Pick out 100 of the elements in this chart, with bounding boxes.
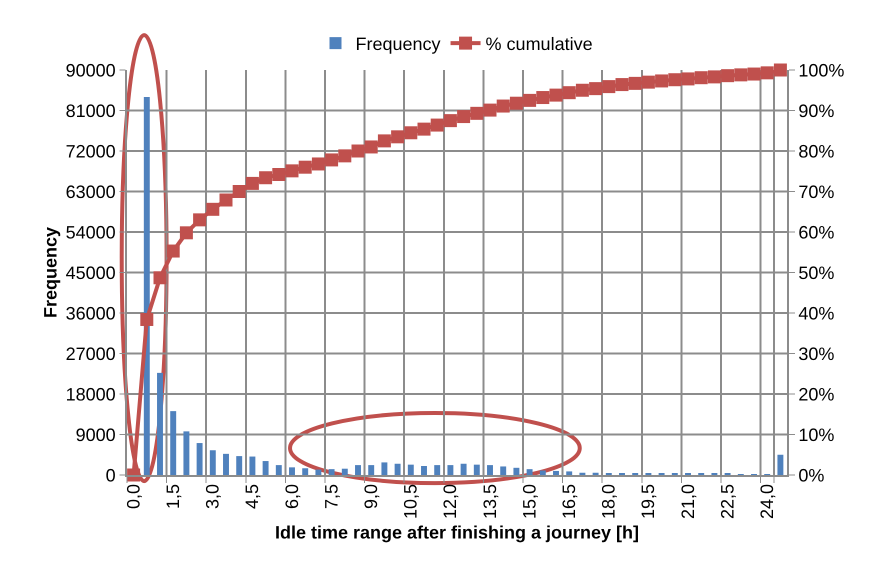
y-tick-label: 81000 (66, 100, 116, 121)
y2-tick-label: 100% (798, 60, 844, 80)
point (206, 202, 220, 216)
bar (447, 465, 454, 475)
point (312, 157, 325, 170)
bar (566, 471, 572, 475)
bar (394, 464, 401, 475)
x-tick-label: 12,0 (440, 484, 460, 519)
y2-tick-label: 80% (798, 141, 834, 162)
point (550, 88, 562, 102)
x-tick-label: 24,0 (757, 484, 778, 519)
point (616, 78, 628, 92)
y-tick-label: 36000 (66, 303, 116, 324)
point (774, 64, 787, 76)
y-tick-label: 27000 (66, 344, 116, 364)
bar (460, 464, 467, 475)
bar (500, 466, 506, 475)
point (298, 160, 312, 174)
bar (183, 431, 190, 475)
x-tick-label: 4,5 (242, 484, 262, 509)
y-tick-label: 9000 (76, 424, 116, 445)
point (721, 69, 734, 82)
x-tick-label: 18,0 (598, 484, 619, 519)
point (166, 244, 180, 258)
y-tick-label: 54000 (66, 222, 116, 242)
bar (262, 461, 269, 475)
bar (170, 411, 176, 475)
bar (540, 470, 546, 475)
y-tick-label: 0 (106, 465, 116, 486)
bar (223, 454, 229, 475)
point (510, 96, 523, 110)
point (193, 213, 206, 226)
point (536, 91, 550, 104)
y-tick-label: 18000 (66, 384, 116, 404)
point (338, 149, 352, 162)
bar (513, 468, 520, 475)
point (589, 82, 602, 96)
point (470, 106, 484, 120)
bar (236, 456, 242, 475)
point (655, 74, 668, 88)
point (154, 271, 166, 284)
y-tick-label: 72000 (66, 141, 116, 162)
point (484, 104, 496, 117)
point (364, 140, 378, 154)
y2-tick-label: 10% (798, 424, 834, 445)
y2-tick-label: 20% (798, 384, 834, 404)
point (430, 118, 444, 132)
bar (289, 467, 295, 475)
x-axis-title: Idle time range after finishing a journey [h] (274, 522, 640, 543)
x-tick-label: 13,5 (480, 484, 500, 519)
y2-tick-label: 40% (798, 303, 834, 324)
y2-tick-label: 70% (798, 182, 834, 202)
x-tick-label: 9,0 (361, 484, 382, 509)
point (628, 76, 642, 90)
bar (421, 466, 427, 475)
x-tick-label: 19,5 (638, 484, 658, 519)
bar (342, 468, 348, 475)
bar (777, 454, 784, 475)
y-tick-label: 63000 (66, 182, 116, 202)
x-tick-label: 3,0 (202, 484, 223, 509)
point (220, 194, 232, 207)
point (352, 144, 364, 158)
point (246, 176, 259, 190)
bar (196, 443, 203, 475)
point (444, 114, 457, 128)
bar (302, 468, 308, 475)
x-tick-label: 1,5 (163, 484, 184, 509)
bar (249, 456, 256, 475)
bar (487, 465, 493, 475)
legend-label: % cumulative (486, 34, 593, 54)
bar (526, 469, 533, 475)
x-tick-label: 21,0 (678, 484, 698, 519)
y2-tick-label: 0% (798, 465, 824, 486)
y-tick-label: 90000 (66, 60, 116, 80)
point (378, 134, 391, 148)
point (602, 80, 616, 94)
legend-label: Frequency (356, 34, 441, 54)
bar (276, 465, 282, 475)
point (418, 122, 430, 136)
point (259, 171, 272, 184)
y-axis-title: Frequency (40, 226, 60, 318)
point (496, 100, 510, 113)
point (734, 68, 748, 82)
y-tick-label: 45000 (66, 262, 116, 283)
bar (210, 450, 216, 475)
bar (157, 372, 163, 475)
point (272, 168, 286, 181)
point (232, 185, 246, 198)
bar (355, 465, 361, 475)
bar (144, 97, 150, 475)
x-tick-label: 0,0 (123, 484, 144, 509)
x-tick-label: 15,0 (519, 484, 540, 519)
bar (408, 464, 414, 475)
point (760, 66, 774, 80)
point (523, 94, 536, 107)
point (682, 72, 694, 86)
point (668, 73, 682, 86)
y2-tick-label: 90% (798, 100, 834, 121)
bar (328, 469, 335, 475)
bar (368, 465, 374, 475)
